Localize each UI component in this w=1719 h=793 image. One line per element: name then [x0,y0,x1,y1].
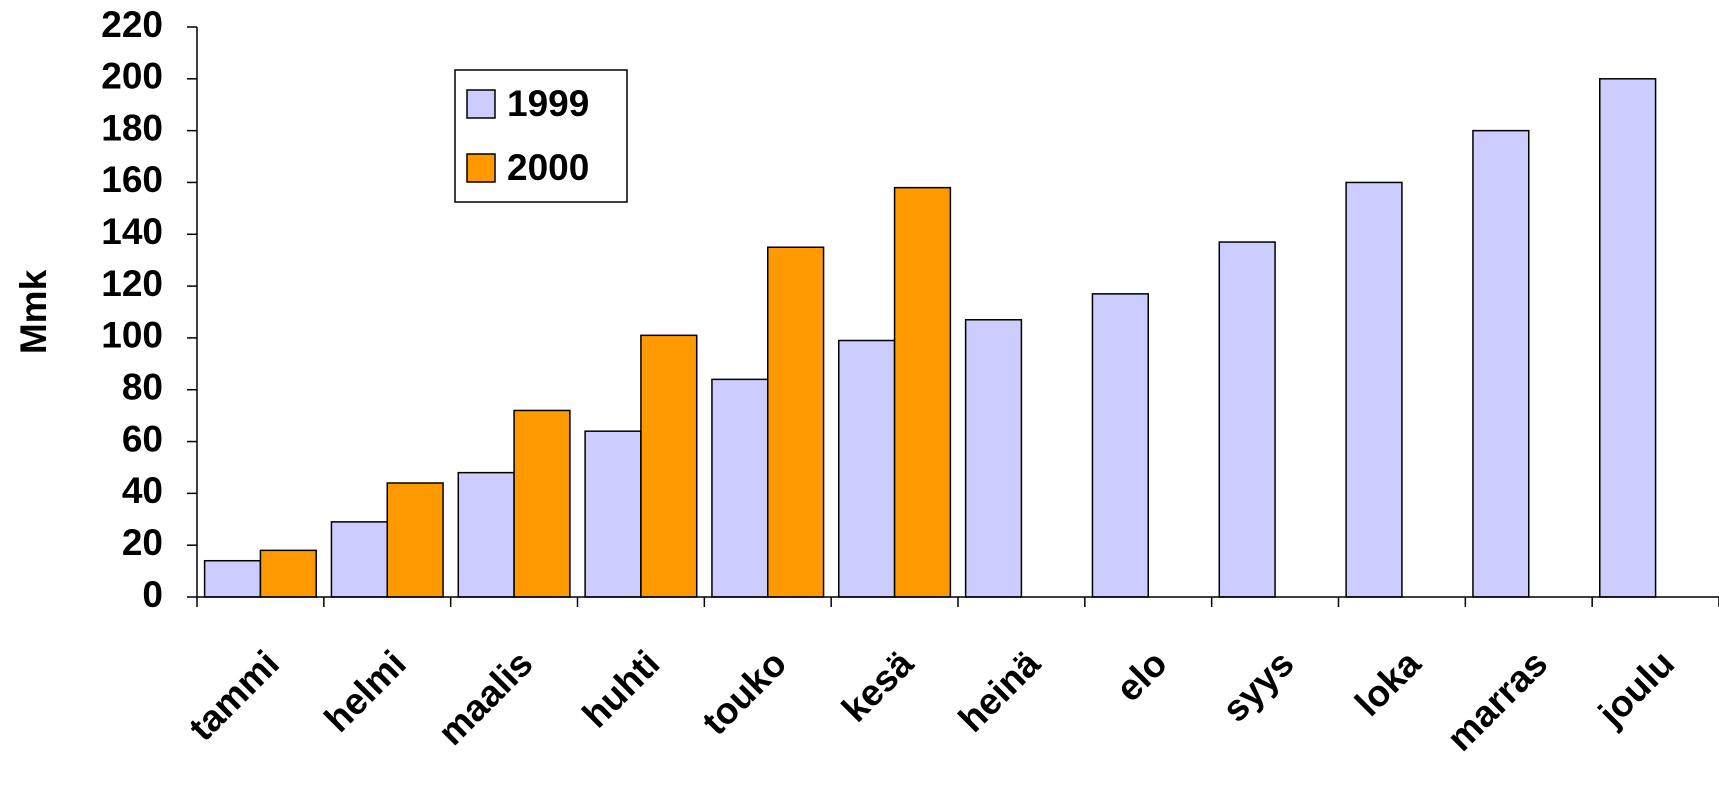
y-tick-label: 60 [122,418,163,459]
bar [386,482,444,598]
legend-swatch [466,153,496,183]
x-tick-label: maalis [430,643,540,753]
bar [1218,241,1276,598]
x-tick-label: helmi [316,643,413,740]
bar [893,186,952,598]
bar [640,334,698,598]
y-tick-label: 200 [101,56,163,97]
bar [711,378,769,598]
y-tick-label: 40 [122,470,163,511]
x-tick-label: touko [694,643,794,743]
y-tick-label: 160 [101,159,163,200]
y-tick-label: 80 [122,367,163,408]
y-tick-label: 0 [142,574,163,615]
bar [1599,78,1657,598]
legend-label: 1999 [507,83,589,124]
legend-swatch [466,89,496,119]
legend-label: 2000 [507,147,589,188]
bar [1345,181,1403,598]
y-tick-label: 20 [122,522,163,563]
x-tick-label: marras [1439,643,1555,759]
x-tick-label: heinä [951,642,1049,740]
bar [1472,129,1530,598]
bar [330,521,388,598]
bar [513,409,571,598]
x-tick-label: kesä [834,642,921,729]
y-axis-label: Mmk [13,269,54,354]
x-tick-label: syys [1214,643,1301,730]
x-tick-label: huhti [575,643,668,736]
y-tick-label: 100 [101,315,163,356]
y-tick-label: 120 [101,263,163,304]
y-tick-label: 140 [101,211,163,252]
x-tick-label: loka [1347,642,1429,724]
x-tick-label: elo [1108,643,1175,710]
bar [964,319,1023,598]
bar [203,559,262,598]
y-tick-label: 180 [101,107,163,148]
bar [259,549,317,598]
x-tick-label: tammi [181,643,287,749]
bar [1091,293,1150,598]
x-tick-label: joulu [1590,643,1682,735]
bar [838,339,896,598]
y-tick-label: 220 [101,4,163,45]
bar [457,471,515,598]
bar [767,246,825,598]
bar [584,430,642,598]
